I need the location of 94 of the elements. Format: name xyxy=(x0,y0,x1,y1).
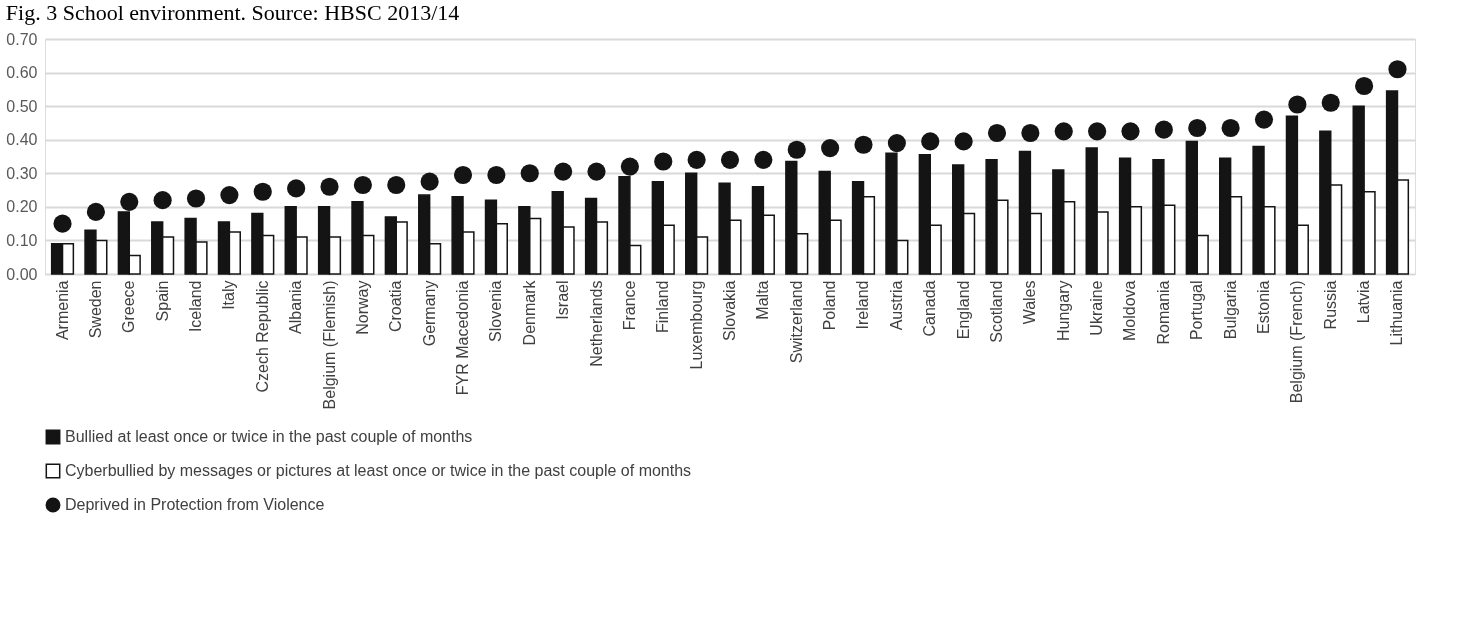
x-tick-label: Netherlands xyxy=(587,280,605,367)
point xyxy=(253,182,272,201)
x-tick-label: Portugal xyxy=(1188,280,1206,341)
point xyxy=(1288,95,1307,114)
x-tick-label: FYR Macedonia xyxy=(454,280,472,396)
x-tick-label: Moldova xyxy=(1121,280,1139,341)
point xyxy=(954,132,973,151)
point xyxy=(153,191,172,210)
x-tick-label: Slovakia xyxy=(721,280,738,341)
point xyxy=(921,132,940,151)
point xyxy=(420,172,439,191)
x-tick-label: Hungary xyxy=(1054,280,1072,341)
x-tick-label: Germany xyxy=(420,280,438,347)
point xyxy=(821,139,840,158)
x-tick-label: England xyxy=(954,280,972,340)
point xyxy=(220,186,239,205)
legend-label: Cyberbullied by messages or pictures at least once or twice in the past couple of months xyxy=(65,462,692,479)
point xyxy=(887,134,906,153)
x-tick-label: Slovenia xyxy=(487,280,505,342)
x-tick-label: Iceland xyxy=(187,280,205,333)
x-tick-label: Denmark xyxy=(520,279,538,346)
point xyxy=(1321,93,1340,112)
point xyxy=(520,164,539,183)
x-tick-label: Belgium (Flemish) xyxy=(320,280,338,410)
x-tick-label: Wales xyxy=(1021,280,1039,325)
point xyxy=(654,152,673,171)
x-tick-label: Malta xyxy=(754,280,772,320)
point xyxy=(487,165,506,185)
x-tick-label: Finland xyxy=(654,280,672,333)
point xyxy=(453,165,473,185)
x-tick-label: Lithuania xyxy=(1388,280,1406,346)
x-tick-label: Russia xyxy=(1321,280,1339,330)
point xyxy=(1254,110,1274,129)
y-tick-label: 0.50 xyxy=(6,97,38,115)
chart-title: Fig. 3 School environment. Source: HBSC 2013/14 xyxy=(5,0,460,25)
legend-label: Bullied at least once or twice in the past couple of months xyxy=(65,428,473,445)
point xyxy=(1188,118,1207,138)
point xyxy=(1088,122,1107,141)
point xyxy=(53,214,72,233)
point xyxy=(186,189,206,208)
y-tick-label: 0.60 xyxy=(6,64,38,82)
point xyxy=(687,150,706,169)
point xyxy=(287,179,306,198)
y-tick-label: 0.70 xyxy=(6,30,38,48)
point xyxy=(86,202,105,221)
point xyxy=(1054,122,1073,141)
x-tick-label: Luxembourg xyxy=(687,280,705,370)
point xyxy=(1021,123,1040,143)
y-tick-label: 0.30 xyxy=(6,164,38,182)
x-tick-label: Belgium (French) xyxy=(1288,280,1306,404)
point xyxy=(987,123,1007,143)
point xyxy=(387,175,406,195)
x-tick-label: Poland xyxy=(821,280,839,331)
x-tick-label: Romania xyxy=(1154,280,1172,345)
point xyxy=(320,177,339,196)
x-tick-label: Norway xyxy=(353,280,371,335)
point xyxy=(1355,76,1374,96)
point xyxy=(120,192,139,211)
x-tick-label: Spain xyxy=(153,280,171,322)
x-tick-label: Latvia xyxy=(1355,280,1373,324)
x-tick-label: Armenia xyxy=(53,280,71,341)
x-tick-label: Scotland xyxy=(987,280,1005,343)
y-tick-label: 0.40 xyxy=(6,131,38,149)
x-tick-label: Switzerland xyxy=(787,280,805,364)
point xyxy=(554,162,573,181)
x-tick-label: Sweden xyxy=(86,280,104,339)
x-tick-label: Ireland xyxy=(854,280,872,330)
x-tick-label: Austria xyxy=(887,280,905,331)
x-tick-label: Greece xyxy=(120,280,138,333)
x-tick-label: Bulgaria xyxy=(1221,280,1239,340)
point xyxy=(1154,120,1173,139)
x-tick-label: Czech Republic xyxy=(253,280,271,393)
point xyxy=(353,175,372,195)
y-tick-label: 0.10 xyxy=(6,231,38,249)
y-tick-label: 0.20 xyxy=(6,198,38,216)
x-tick-label: France xyxy=(620,280,638,331)
x-tick-label: Israel xyxy=(554,280,572,320)
x-tick-label: Italy xyxy=(220,280,238,310)
x-tick-label: Canada xyxy=(921,280,939,337)
point xyxy=(720,150,740,169)
x-tick-label: Estonia xyxy=(1254,280,1272,334)
x-tick-label: Ukraine xyxy=(1088,280,1106,336)
y-tick-label: 0.00 xyxy=(6,265,38,283)
x-tick-label: Albania xyxy=(287,280,305,334)
x-tick-label: Croatia xyxy=(387,280,405,333)
point xyxy=(1121,122,1140,141)
point xyxy=(1221,118,1240,138)
point xyxy=(620,157,639,176)
point xyxy=(854,135,873,154)
point xyxy=(754,150,773,169)
legend-label: Deprived in Protection from Violence xyxy=(65,496,325,513)
point xyxy=(787,140,806,159)
point xyxy=(587,162,606,181)
point xyxy=(1388,60,1407,79)
